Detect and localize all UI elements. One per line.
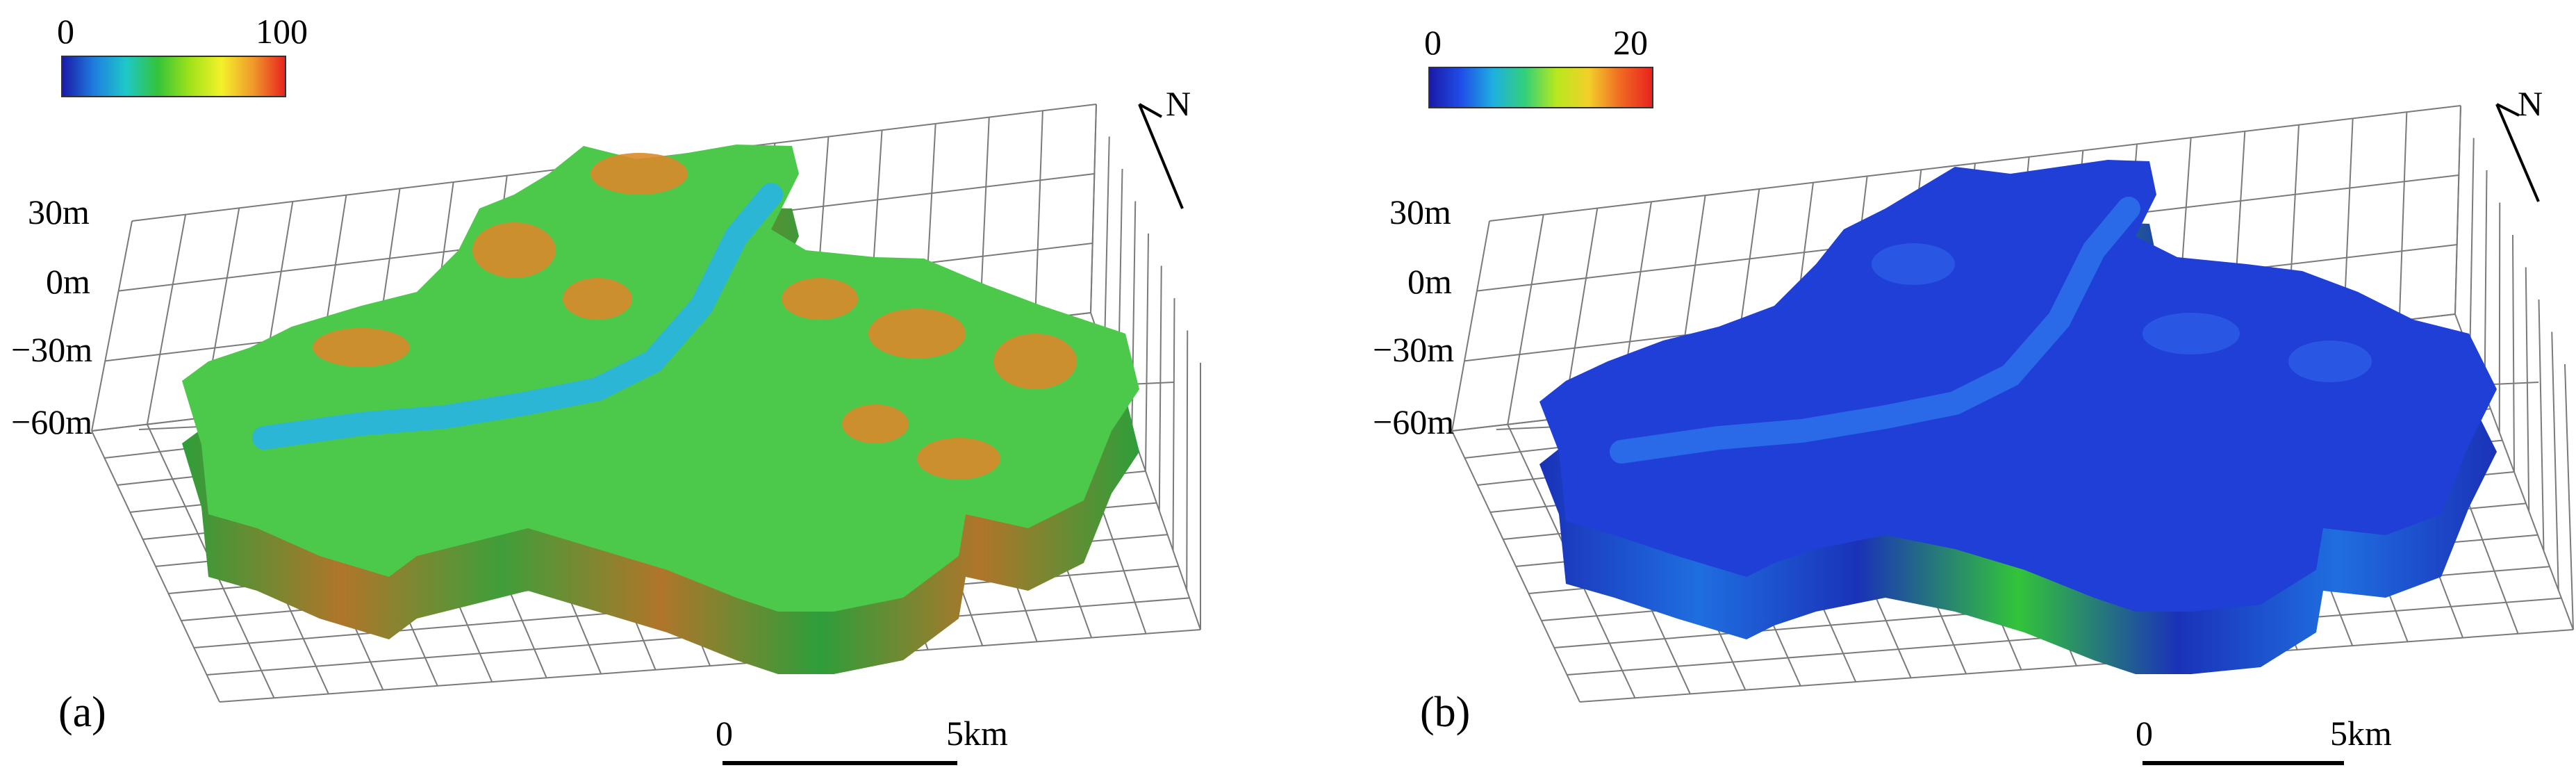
scale-end-label: 5km (2330, 714, 2392, 753)
terrain-model (182, 145, 1139, 674)
terrain-model (1539, 160, 2497, 674)
block-model-plot (1451, 103, 2574, 765)
colorbar-max-label: 100 (256, 12, 308, 51)
north-label: N (1166, 84, 1191, 123)
panel-label: (a) (58, 689, 106, 736)
z-tick-label: −60m (1373, 402, 1455, 441)
panel-a: 0 100 N 30m 0m −30m −60m (a) 0 5km (11, 12, 1201, 765)
scale-start-label: 0 (2136, 714, 2153, 753)
z-tick-label: −60m (11, 402, 93, 441)
north-label: N (2518, 84, 2543, 123)
north-arrow-icon (1138, 103, 1184, 209)
z-tick-label: 30m (28, 193, 90, 231)
colorbar (1428, 67, 1653, 108)
panel-b: 0 20 N 30m 0m −30m −60m (b) 0 5km (1288, 0, 2576, 777)
north-arrow-icon (2495, 103, 2540, 202)
scale-start-label: 0 (716, 714, 733, 753)
colorbar-max-label: 20 (1613, 23, 1648, 62)
z-tick-label: 0m (1407, 262, 1452, 301)
block-model-plot (91, 103, 1201, 765)
colorbar-min-label: 0 (1424, 23, 1442, 62)
z-tick-label: −30m (11, 330, 93, 369)
colorbar (61, 56, 286, 97)
z-tick-label: 30m (1389, 193, 1451, 231)
z-tick-label: 0m (46, 262, 90, 301)
scale-end-label: 5km (946, 714, 1008, 753)
panel-label: (b) (1420, 689, 1471, 736)
colorbar-min-label: 0 (57, 12, 74, 51)
z-tick-label: −30m (1373, 330, 1455, 369)
